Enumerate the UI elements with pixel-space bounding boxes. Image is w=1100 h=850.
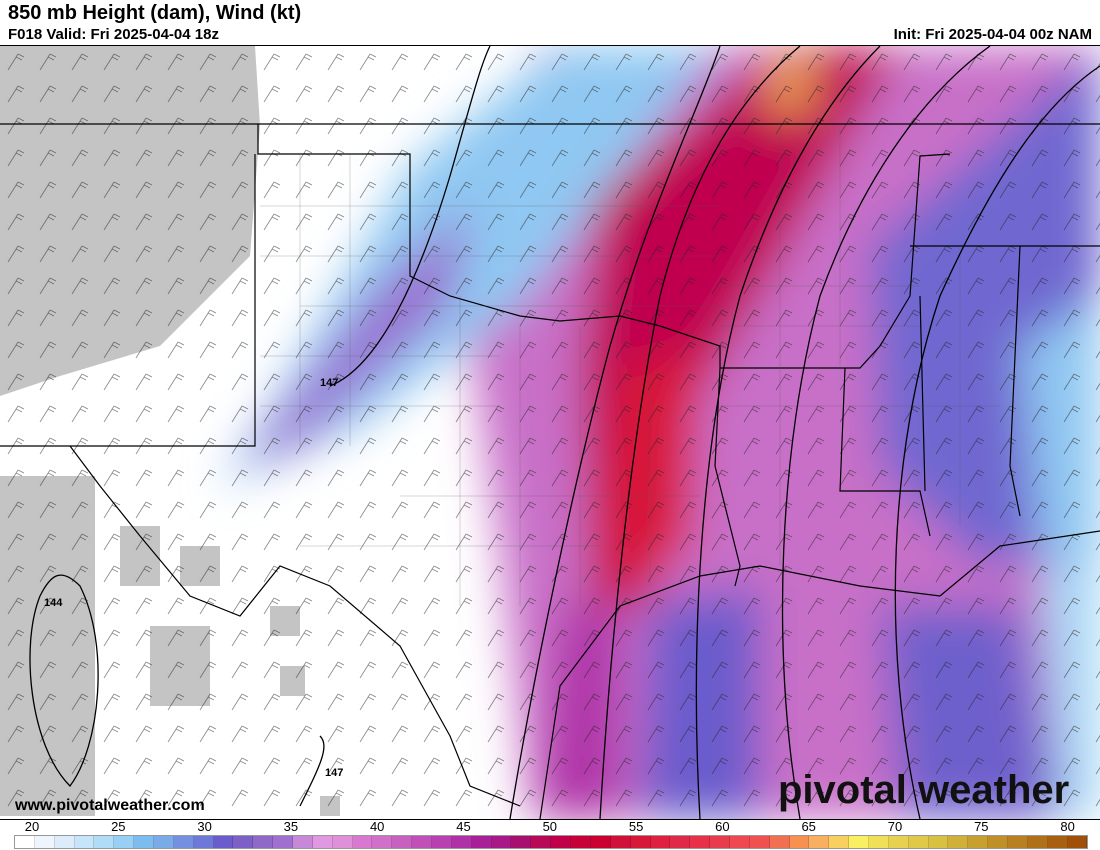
colorbar-swatch bbox=[491, 836, 512, 848]
init-time: Init: Fri 2025-04-04 00z NAM bbox=[893, 26, 1092, 43]
colorbar-swatch bbox=[928, 836, 949, 848]
colorbar-swatch bbox=[789, 836, 810, 848]
colorbar-tick-label: 65 bbox=[801, 819, 816, 834]
colorbar-swatch bbox=[968, 836, 989, 848]
colorbar-tick-label: 40 bbox=[369, 819, 385, 834]
colorbar-swatch bbox=[690, 836, 711, 848]
colorbar-swatch bbox=[590, 836, 611, 848]
colorbar-swatch bbox=[729, 836, 750, 848]
colorbar-swatch bbox=[710, 836, 730, 848]
colorbar-swatch bbox=[650, 836, 671, 848]
colorbar-swatch bbox=[15, 836, 35, 848]
colorbar-swatch bbox=[829, 836, 850, 848]
colorbar-swatch bbox=[54, 836, 75, 848]
colorbar-swatch bbox=[571, 836, 591, 848]
colorbar-swatch bbox=[670, 836, 691, 848]
colorbar-swatch bbox=[193, 836, 214, 848]
colorbar-tick-label: 60 bbox=[715, 819, 730, 834]
map-title: 850 mb Height (dam), Wind (kt) bbox=[8, 2, 302, 24]
colorbar-swatch bbox=[551, 836, 572, 848]
colorbar-swatch bbox=[372, 836, 393, 848]
contour-label: 144 bbox=[44, 597, 63, 609]
brand-logo: pivotal weather bbox=[778, 768, 1070, 812]
colorbar-ticks: 20 25 30 35 40 45 50 55 60 65 70 75 80 bbox=[0, 819, 1100, 835]
colorbar-swatch bbox=[213, 836, 234, 848]
colorbar-swatch bbox=[134, 836, 155, 848]
colorbar-swatch bbox=[392, 836, 413, 848]
valid-time: F018 Valid: Fri 2025-04-04 18z bbox=[8, 26, 219, 43]
colorbar-swatch bbox=[94, 836, 115, 848]
colorbar-tick-label: 75 bbox=[974, 819, 989, 834]
colorbar-swatch bbox=[74, 836, 95, 848]
height-contours bbox=[29, 46, 1100, 819]
colorbar-tick-label: 50 bbox=[542, 819, 558, 834]
colorbar-tick-label: 80 bbox=[1060, 819, 1075, 834]
colorbar-swatch bbox=[948, 836, 969, 848]
colorbar-swatch bbox=[749, 836, 770, 848]
colorbar-swatch bbox=[412, 836, 433, 848]
colorbar-swatch bbox=[173, 836, 194, 848]
contour-label: 147 bbox=[325, 767, 343, 779]
colorbar-swatch bbox=[531, 836, 552, 848]
colorbar-tick-label: 35 bbox=[283, 819, 299, 834]
map-canvas: 147 144 147 bbox=[0, 46, 1100, 819]
colorbar-swatch bbox=[1007, 836, 1028, 848]
colorbar-swatch bbox=[34, 836, 55, 848]
colorbar-swatch bbox=[610, 836, 631, 848]
colorbar-tick-label: 55 bbox=[628, 819, 644, 834]
colorbar-swatch bbox=[471, 836, 492, 848]
colorbar-tick-label: 20 bbox=[24, 819, 40, 834]
colorbar bbox=[14, 835, 1088, 849]
colorbar-swatch bbox=[630, 836, 651, 848]
colorbar-swatch bbox=[868, 836, 889, 848]
colorbar-swatch bbox=[769, 836, 790, 848]
colorbar-swatch bbox=[154, 836, 174, 848]
website-label: www.pivotalweather.com bbox=[15, 797, 205, 814]
colorbar-swatch bbox=[293, 836, 313, 848]
colorbar-swatch bbox=[273, 836, 294, 848]
colorbar-tick-label: 25 bbox=[111, 819, 126, 834]
colorbar-swatch bbox=[432, 836, 452, 848]
contour-label: 147 bbox=[320, 377, 338, 389]
colorbar-swatch bbox=[849, 836, 869, 848]
colorbar-tick-label: 45 bbox=[456, 819, 471, 834]
colorbar-tick-label: 70 bbox=[887, 819, 903, 834]
colorbar-swatch bbox=[332, 836, 353, 848]
colorbar-swatch bbox=[511, 836, 532, 848]
colorbar-swatch bbox=[253, 836, 274, 848]
colorbar-swatch bbox=[233, 836, 254, 848]
state-borders bbox=[0, 123, 1100, 819]
colorbar-swatch bbox=[451, 836, 472, 848]
colorbar-swatch bbox=[114, 836, 135, 848]
colorbar-tick-label: 30 bbox=[197, 819, 212, 834]
colorbar-swatch bbox=[809, 836, 830, 848]
colorbar-swatch bbox=[988, 836, 1008, 848]
colorbar-swatch bbox=[352, 836, 373, 848]
colorbar-swatch bbox=[1047, 836, 1068, 848]
colorbar-swatch bbox=[908, 836, 929, 848]
wind-barbs bbox=[0, 46, 1100, 819]
colorbar-swatch bbox=[1067, 836, 1088, 848]
colorbar-swatch bbox=[1027, 836, 1048, 848]
colorbar-swatch bbox=[888, 836, 909, 848]
colorbar-swatch bbox=[312, 836, 333, 848]
weather-map[interactable]: 147 144 147 bbox=[0, 45, 1100, 820]
